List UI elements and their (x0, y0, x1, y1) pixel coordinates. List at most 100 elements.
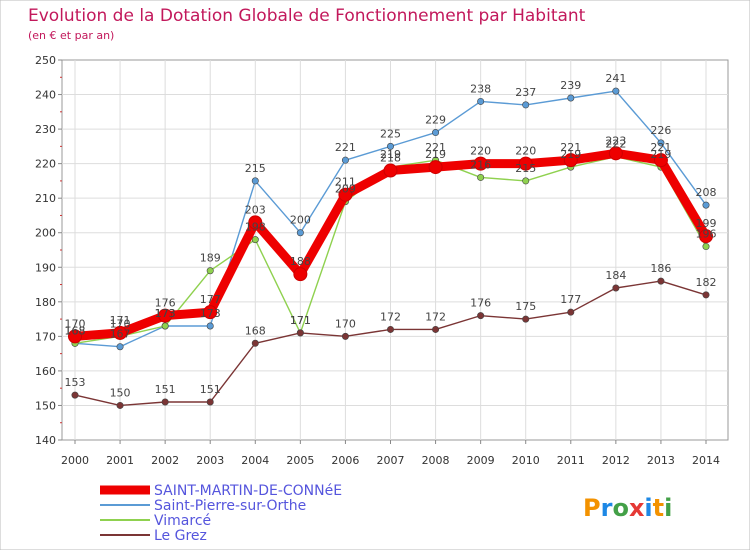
point-saint-pierre-sur-orthe-2004 (251, 177, 259, 185)
data-label-saint-pierre-sur-orthe-2011: 239 (560, 79, 581, 92)
point-saint-pierre-sur-orthe-2011 (567, 94, 575, 102)
data-label-vimarc-2003: 189 (200, 252, 221, 265)
data-label-saint-pierre-sur-orthe-2004: 215 (245, 162, 266, 175)
data-label-saint-pierre-sur-orthe-2005: 200 (290, 214, 311, 227)
y-axis-ticks: 140 150 160 170 180 190 200 210 220 230 240 250 (35, 54, 62, 447)
gridlines (62, 60, 728, 440)
data-label-saint-pierre-sur-orthe-2014: 208 (696, 186, 717, 199)
x-tick-label: 2008 (422, 454, 450, 467)
point-saint-pierre-sur-orthe-2012 (612, 87, 620, 95)
data-label-saint-martin-de-conn-e-2012: 223 (605, 134, 626, 147)
legend: SAINT-MARTIN-DE-CONNéESaint-Pierre-sur-O… (100, 483, 342, 544)
y-tick-label: 220 (35, 158, 56, 171)
y-tick-label: 190 (35, 261, 56, 274)
y-tick-label: 170 (35, 330, 56, 343)
data-labels-layer: 168 167 173 173 215 200 221 225 229 238 237 239 241 2… (65, 72, 717, 399)
point-saint-pierre-sur-orthe-2008 (432, 129, 440, 137)
point-vimarc-2004 (251, 236, 259, 244)
y-tick-label: 210 (35, 192, 56, 205)
point-saint-pierre-sur-orthe-2003 (206, 322, 214, 330)
y-tick-label: 160 (35, 365, 56, 378)
point-vimarc-2002 (161, 322, 169, 330)
point-saint-pierre-sur-orthe-2009 (477, 97, 485, 105)
data-label-saint-pierre-sur-orthe-2012: 241 (605, 72, 626, 85)
point-saint-martin-de-conn-e-2001 (113, 325, 128, 340)
plot-area (61, 59, 729, 441)
point-saint-martin-de-conn-e-2009 (473, 156, 488, 171)
legend-label: Saint-Pierre-sur-Orthe (154, 498, 306, 514)
data-label-saint-martin-de-conn-e-2007: 218 (380, 152, 401, 165)
x-tick-label: 2002 (151, 454, 179, 467)
data-label-le-grez-2012: 184 (605, 269, 626, 282)
data-label-vimarc-2008: 221 (425, 141, 446, 154)
point-saint-pierre-sur-orthe-2007 (386, 142, 394, 150)
data-label-saint-pierre-sur-orthe-2003: 173 (200, 307, 221, 320)
point-saint-pierre-sur-orthe-2014 (702, 201, 710, 209)
point-vimarc-2003 (206, 267, 214, 275)
point-saint-martin-de-conn-e-2005 (293, 267, 308, 282)
point-le-grez-2013 (657, 277, 665, 285)
data-label-le-grez-2003: 151 (200, 383, 221, 396)
data-label-le-grez-2010: 175 (515, 300, 536, 313)
chart-subtitle: (en € et par an) (28, 29, 114, 42)
y-tick-label: 250 (35, 54, 56, 67)
x-axis-ticks: 2000 2001 2002 2003 2004 2005 2006 2007 2008 2009… (61, 440, 720, 467)
y-tick-label: 230 (35, 123, 56, 136)
point-le-grez-2010 (522, 315, 530, 323)
data-label-saint-martin-de-conn-e-2013: 221 (650, 141, 671, 154)
y-tick-label: 200 (35, 227, 56, 240)
x-tick-label: 2013 (647, 454, 675, 467)
point-saint-pierre-sur-orthe-2005 (296, 229, 304, 237)
data-label-le-grez-2004: 168 (245, 324, 266, 337)
point-saint-pierre-sur-orthe-2013 (657, 139, 665, 147)
data-label-vimarc-2011: 219 (560, 148, 581, 161)
point-le-grez-2002 (161, 398, 169, 406)
data-label-vimarc-2009: 216 (470, 158, 491, 171)
data-label-saint-martin-de-conn-e-2003: 177 (200, 293, 221, 306)
y-tick-label: 180 (35, 296, 56, 309)
data-label-saint-martin-de-conn-e-2014: 199 (696, 217, 717, 230)
point-saint-martin-de-conn-e-2007 (383, 163, 398, 178)
point-saint-martin-de-conn-e-2012 (608, 146, 623, 161)
data-label-le-grez-2009: 176 (470, 297, 491, 310)
data-label-le-grez-2013: 186 (650, 262, 671, 275)
data-label-vimarc-2010: 215 (515, 162, 536, 175)
point-vimarc-2014 (702, 243, 710, 251)
series-layer (68, 87, 713, 409)
point-saint-martin-de-conn-e-2004 (248, 215, 263, 230)
chart-title: Evolution de la Dotation Globale de Fonc… (28, 6, 586, 26)
point-saint-martin-de-conn-e-2008 (428, 160, 443, 175)
point-le-grez-2008 (432, 325, 440, 333)
point-saint-martin-de-conn-e-2014 (699, 229, 713, 244)
point-le-grez-2001 (116, 401, 124, 409)
data-label-vimarc-2013: 219 (650, 148, 671, 161)
point-saint-pierre-sur-orthe-2001 (116, 343, 124, 351)
svg-text:Proxiti: Proxiti (583, 494, 672, 522)
data-label-vimarc-2014: 196 (696, 228, 717, 241)
x-tick-label: 2000 (61, 454, 89, 467)
data-label-vimarc-2000: 168 (65, 324, 86, 337)
data-label-le-grez-2011: 177 (560, 293, 581, 306)
data-label-le-grez-2007: 172 (380, 310, 401, 323)
x-tick-label: 2007 (377, 454, 405, 467)
data-label-saint-pierre-sur-orthe-2002: 173 (155, 307, 176, 320)
data-label-saint-martin-de-conn-e-2001: 171 (110, 314, 131, 327)
data-label-saint-martin-de-conn-e-2008: 219 (425, 148, 446, 161)
x-tick-label: 2014 (692, 454, 720, 467)
y-tick-label: 240 (35, 89, 56, 102)
x-tick-label: 2004 (241, 454, 269, 467)
point-le-grez-2012 (612, 284, 620, 292)
proxiti-logo: Proxiti (583, 494, 672, 522)
data-label-saint-martin-de-conn-e-2009: 220 (470, 145, 491, 158)
point-saint-martin-de-conn-e-2013 (653, 153, 668, 168)
data-label-saint-martin-de-conn-e-2006: 211 (335, 176, 356, 189)
point-le-grez-2014 (702, 291, 710, 299)
x-tick-label: 2012 (602, 454, 630, 467)
data-label-le-grez-2000: 153 (65, 376, 86, 389)
point-vimarc-2010 (522, 177, 530, 185)
point-saint-martin-de-conn-e-2010 (518, 156, 533, 171)
data-label-saint-pierre-sur-orthe-2009: 238 (470, 82, 491, 95)
point-saint-martin-de-conn-e-2003 (203, 305, 218, 320)
point-vimarc-2009 (477, 173, 485, 181)
